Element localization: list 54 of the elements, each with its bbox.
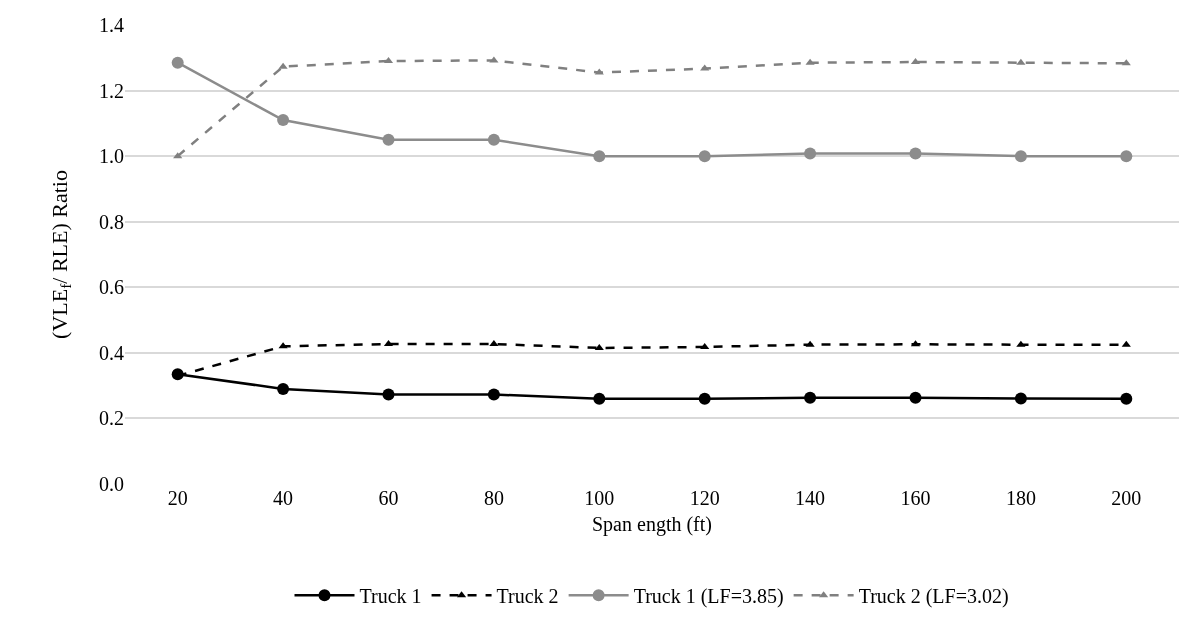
x-tick-label: 60 (378, 487, 399, 509)
point (1121, 340, 1131, 347)
x-tick-label: 180 (1005, 487, 1036, 509)
y-tick-label: 1.4 (99, 14, 124, 36)
y-tick-label: 0.2 (99, 407, 124, 430)
legend-label: Truck 1 (359, 585, 422, 608)
x-tick-label: 140 (795, 487, 826, 509)
point (909, 147, 922, 160)
point (698, 392, 711, 405)
legend-label: Truck 1 (LF=3.85) (633, 585, 784, 609)
point (1016, 58, 1026, 65)
y-tick-label: 0.8 (99, 210, 124, 233)
point (700, 64, 710, 71)
point (277, 382, 290, 395)
point (593, 150, 606, 163)
point (487, 388, 500, 401)
point (594, 68, 604, 75)
y-tick-label: 0.4 (99, 341, 124, 364)
x-tick-label: 200 (1111, 487, 1142, 509)
legend-label: Truck 2 (496, 585, 559, 608)
y-tick-label: 0.0 (99, 473, 124, 495)
x-tick-label: 20 (167, 487, 188, 509)
point (804, 391, 817, 404)
x-tick-label: 120 (689, 487, 720, 509)
point (805, 58, 815, 65)
point (278, 62, 288, 69)
point (698, 150, 711, 163)
point (1016, 340, 1026, 347)
point (487, 133, 500, 146)
point (277, 114, 290, 127)
x-tick-label: 40 (273, 487, 294, 509)
point (489, 340, 499, 347)
x-tick-label: 80 (483, 487, 504, 509)
point (1120, 392, 1133, 405)
y-tick-label: 1.0 (99, 145, 124, 168)
point (594, 343, 604, 350)
point (382, 388, 395, 401)
point (1014, 150, 1027, 163)
point (593, 392, 606, 405)
point (1120, 150, 1133, 163)
x-axis-title: Span ength (ft) (592, 512, 712, 536)
point (171, 56, 184, 69)
point (382, 133, 395, 146)
point (173, 152, 183, 159)
x-tick-label: 100 (584, 487, 615, 509)
y-tick-label: 0.6 (99, 276, 124, 299)
point (804, 147, 817, 160)
legend-label: Truck 2 (LF=3.02) (858, 585, 1009, 609)
point (805, 340, 815, 347)
point (909, 391, 922, 404)
point (1014, 392, 1027, 405)
point (700, 342, 710, 349)
x-tick-label: 160 (900, 487, 931, 509)
y-tick-label: 1.2 (99, 79, 124, 102)
